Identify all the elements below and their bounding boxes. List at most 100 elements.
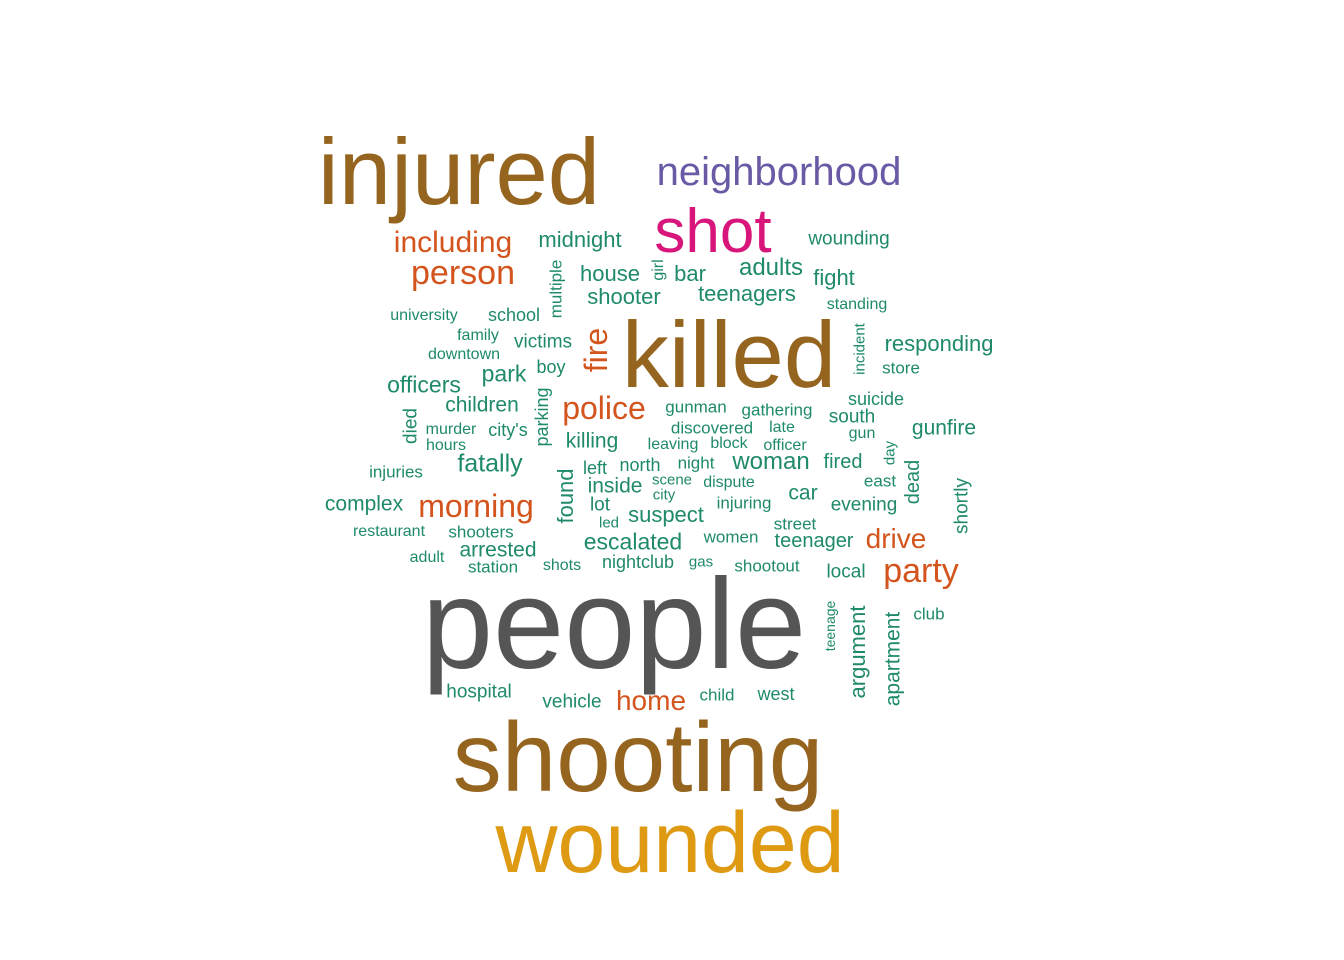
word-fatally: fatally	[457, 449, 523, 478]
word-club: club	[913, 604, 945, 624]
word-children: children	[445, 393, 519, 417]
word-nightclub: nightclub	[601, 552, 675, 572]
word-teenager: teenager	[774, 530, 854, 552]
word-discovered: discovered	[670, 418, 754, 438]
word-argument: argument	[845, 605, 870, 699]
word-park: park	[481, 360, 527, 387]
word-street: street	[773, 514, 817, 534]
word-city: city	[652, 486, 676, 504]
word-teenagers: teenagers	[698, 281, 796, 306]
word-women: women	[703, 527, 759, 547]
word-fired: fired	[823, 451, 863, 473]
word-police: police	[562, 390, 646, 426]
word-injuring: injuring	[716, 493, 772, 513]
word-party: party	[883, 552, 959, 590]
word-fight: fight	[813, 265, 855, 290]
word-multiple: multiple	[546, 259, 566, 319]
word-station: station	[467, 557, 519, 577]
word-late: late	[769, 419, 795, 436]
word-shootout: shootout	[734, 556, 800, 576]
word-shooting: shooting	[452, 702, 824, 812]
word-arrested: arrested	[459, 538, 537, 562]
word-murder: murder	[425, 421, 477, 438]
word-gathering: gathering	[741, 400, 813, 420]
word-adult: adult	[409, 549, 445, 566]
word-midnight: midnight	[538, 227, 622, 252]
word-leaving: leaving	[647, 436, 699, 453]
word-adults: adults	[738, 254, 804, 281]
word-scene: scene	[651, 471, 693, 489]
word-gun: gun	[848, 425, 876, 442]
word-woman: woman	[732, 448, 810, 475]
word-wounded: wounded	[495, 795, 845, 891]
word-teenage: teenage	[822, 600, 838, 652]
word-standing: standing	[826, 296, 888, 313]
word-south: south	[828, 406, 876, 428]
word-store: store	[882, 358, 920, 378]
word-officers: officers	[387, 371, 461, 398]
word-injuries: injuries	[369, 462, 423, 482]
word-girl: girl	[650, 259, 667, 281]
word-hospital: hospital	[446, 681, 512, 703]
word-gunfire: gunfire	[911, 416, 977, 440]
word-responding: responding	[884, 331, 994, 356]
word-dead: dead	[902, 459, 924, 505]
word-car: car	[788, 481, 818, 505]
word-wounding: wounding	[808, 228, 890, 250]
word-school: school	[487, 305, 541, 325]
word-found: found	[553, 468, 578, 524]
word-complex: complex	[324, 492, 404, 516]
word-suspect: suspect	[628, 502, 704, 527]
word-neighborhood: neighborhood	[656, 150, 902, 194]
word-home: home	[615, 685, 687, 716]
word-east: east	[863, 471, 897, 491]
word-downtown: downtown	[427, 346, 501, 363]
word-incident: incident	[851, 323, 869, 375]
word-city-s: city's	[488, 420, 528, 440]
word-shots: shots	[542, 557, 582, 574]
word-died: died	[400, 408, 422, 444]
word-family: family	[457, 327, 499, 344]
word-lot: lot	[589, 494, 611, 516]
word-gunman: gunman	[665, 397, 727, 417]
word-bar: bar	[674, 261, 706, 286]
word-apartment: apartment	[881, 611, 905, 707]
word-injured: injured	[317, 119, 601, 224]
word-boy: boy	[536, 357, 566, 377]
word-block: block	[710, 435, 748, 452]
word-person: person	[411, 254, 515, 292]
word-left: left	[582, 458, 608, 478]
word-local: local	[826, 561, 866, 583]
word-evening: evening	[830, 494, 898, 516]
word-fire: fire	[578, 327, 614, 373]
word-university: university	[390, 307, 458, 324]
word-house: house	[580, 261, 640, 286]
word-shot: shot	[654, 197, 772, 266]
word-shooter: shooter	[587, 284, 661, 309]
word-shortly: shortly	[951, 478, 973, 534]
word-victims: victims	[513, 331, 573, 353]
word-officer: officer	[763, 437, 807, 454]
word-including: including	[393, 226, 513, 259]
word-escalated: escalated	[583, 528, 683, 555]
word-morning: morning	[418, 488, 534, 524]
word-restaurant: restaurant	[352, 523, 426, 540]
word-hours: hours	[425, 437, 467, 454]
word-killing: killing	[565, 429, 619, 453]
word-child: child	[699, 685, 735, 705]
word-west: west	[757, 684, 795, 704]
word-day: day	[881, 440, 899, 466]
word-suicide: suicide	[847, 389, 905, 409]
word-people: people	[421, 553, 807, 696]
word-gas: gas	[688, 553, 714, 571]
word-night: night	[677, 453, 715, 473]
word-shooters: shooters	[448, 522, 514, 542]
word-killed: killed	[621, 302, 837, 407]
word-parking: parking	[532, 387, 552, 447]
word-north: north	[619, 455, 661, 475]
word-vehicle: vehicle	[542, 691, 602, 713]
word-dispute: dispute	[703, 474, 755, 491]
word-drive: drive	[865, 523, 927, 554]
word-led: led	[598, 514, 620, 532]
